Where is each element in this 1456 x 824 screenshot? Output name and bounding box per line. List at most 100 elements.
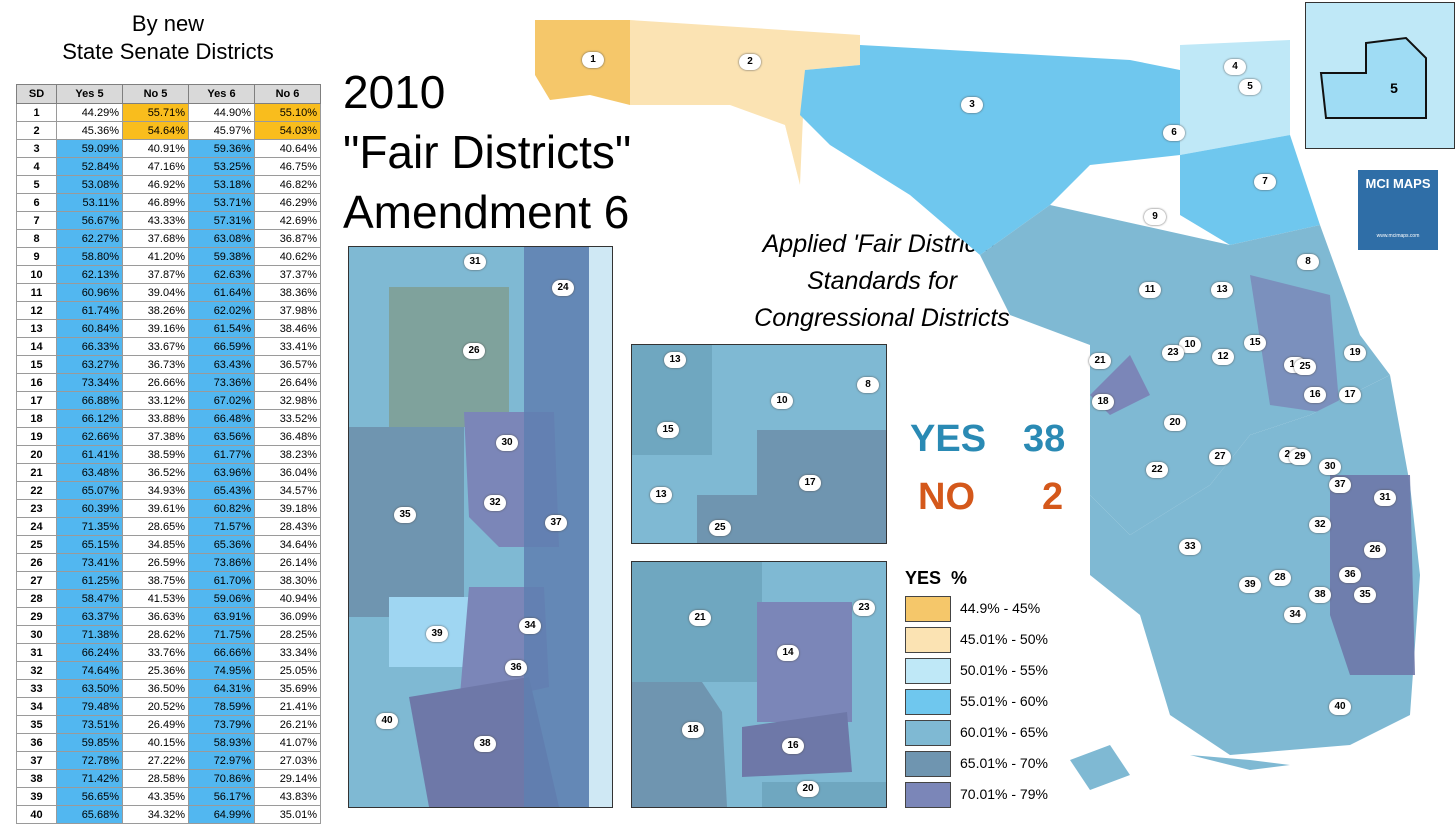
district-label: 8 (1297, 254, 1319, 270)
table-cell: 72.97% (188, 751, 255, 770)
table-cell: 13 (16, 319, 57, 338)
table-cell: 52.84% (56, 157, 123, 176)
table-cell: 28.25% (254, 625, 321, 644)
table-cell: 41.20% (122, 247, 189, 266)
district-label: 13 (1211, 282, 1233, 298)
legend-label: 70.01% - 79% (960, 786, 1048, 802)
table-title: By new State Senate Districts (8, 10, 328, 66)
table-cell: 36 (16, 733, 57, 752)
table-cell: 28.65% (122, 517, 189, 536)
table-row: 19 62.66% 37.38% 63.56% 36.48% (16, 427, 321, 446)
district-label: 5 (1239, 79, 1261, 95)
table-cell: 25.36% (122, 661, 189, 680)
table-cell: 31 (16, 643, 57, 662)
district-label: 30 (1319, 459, 1341, 475)
table-cell: 61.74% (56, 301, 123, 320)
table-cell: 25.05% (254, 661, 321, 680)
table-cell: 39.04% (122, 283, 189, 302)
table-cell: 39.18% (254, 499, 321, 518)
table-cell: 53.18% (188, 175, 255, 194)
table-row: 32 74.64% 25.36% 74.95% 25.05% (16, 661, 321, 680)
table-cell: 61.25% (56, 571, 123, 590)
table-cell: 10 (16, 265, 57, 284)
table-cell: 26.64% (254, 373, 321, 392)
district-label: 4 (1224, 59, 1246, 75)
no-count: 2 (1042, 476, 1064, 518)
table-row: 37 72.78% 27.22% 72.97% 27.03% (16, 751, 321, 770)
table-cell: 2 (16, 121, 57, 140)
table-cell: 36.48% (254, 427, 321, 446)
table-cell: 65.43% (188, 481, 255, 500)
table-cell: 18 (16, 409, 57, 428)
table-cell: 35 (16, 715, 57, 734)
table-cell: 40.15% (122, 733, 189, 752)
table-cell: 41.53% (122, 589, 189, 608)
table-header-row: SD Yes 5 No 5 Yes 6 No 6 (16, 84, 321, 104)
table-cell: 53.08% (56, 175, 123, 194)
district-label: 24 (552, 280, 574, 296)
jax-district-label: 5 (1390, 80, 1398, 96)
table-row: 16 73.34% 26.66% 73.36% 26.64% (16, 373, 321, 392)
table-cell: 57.31% (188, 211, 255, 230)
table-cell: 33.76% (122, 643, 189, 662)
table-cell: 20 (16, 445, 57, 464)
table-row: 9 58.80% 41.20% 59.38% 40.62% (16, 247, 321, 266)
table-cell: 44.90% (188, 103, 255, 122)
table-cell: 70.86% (188, 769, 255, 788)
table-cell: 32 (16, 661, 57, 680)
table-row: 6 53.11% 46.89% 53.71% 46.29% (16, 193, 321, 212)
district-label: 23 (853, 600, 875, 616)
table-cell: 71.38% (56, 625, 123, 644)
district-label: 33 (1179, 539, 1201, 555)
table-cell: 37.38% (122, 427, 189, 446)
table-cell: 35.01% (254, 805, 321, 824)
table-cell: 66.12% (56, 409, 123, 428)
table-cell: 43.83% (254, 787, 321, 806)
table-cell: 33.67% (122, 337, 189, 356)
table-row: 35 73.51% 26.49% 73.79% 26.21% (16, 715, 321, 734)
table-cell: 15 (16, 355, 57, 374)
district-label: 17 (799, 475, 821, 491)
table-cell: 40.91% (122, 139, 189, 158)
table-cell: 33.12% (122, 391, 189, 410)
table-cell: 37 (16, 751, 57, 770)
table-cell: 73.36% (188, 373, 255, 392)
table-cell: 24 (16, 517, 57, 536)
table-cell: 63.56% (188, 427, 255, 446)
table-cell: 37.98% (254, 301, 321, 320)
district-label: 28 (1269, 570, 1291, 586)
table-cell: 38.75% (122, 571, 189, 590)
mci-logo-title: MCI MAPS (1365, 176, 1431, 191)
district-label: 2 (739, 54, 761, 70)
tampa-bay-inset: 21 23 14 18 16 20 (631, 561, 887, 808)
district-label: 36 (505, 660, 527, 676)
legend-swatch (905, 658, 951, 684)
table-header-0: SD (16, 84, 57, 104)
table-cell: 67.02% (188, 391, 255, 410)
table-cell: 26.66% (122, 373, 189, 392)
table-header-2: No 5 (122, 84, 189, 104)
table-cell: 61.77% (188, 445, 255, 464)
table-cell: 1 (16, 103, 57, 122)
tampa-inset-svg (632, 562, 886, 807)
district-label: 29 (1289, 449, 1311, 465)
legend-swatch (905, 596, 951, 622)
table-cell: 56.65% (56, 787, 123, 806)
table-row: 17 66.88% 33.12% 67.02% 32.98% (16, 391, 321, 410)
table-cell: 26.14% (254, 553, 321, 572)
table-cell: 27.22% (122, 751, 189, 770)
table-row: 14 66.33% 33.67% 66.59% 33.41% (16, 337, 321, 356)
main-title: 2010 "Fair Districts" Amendment 6 (343, 62, 631, 242)
table-cell: 39 (16, 787, 57, 806)
table-cell: 60.82% (188, 499, 255, 518)
table-cell: 66.48% (188, 409, 255, 428)
legend-swatch (905, 782, 951, 808)
table-cell: 17 (16, 391, 57, 410)
table-cell: 19 (16, 427, 57, 446)
table-cell: 59.09% (56, 139, 123, 158)
table-cell: 37.68% (122, 229, 189, 248)
table-cell: 60.84% (56, 319, 123, 338)
table-cell: 33.88% (122, 409, 189, 428)
district-label: 12 (1212, 349, 1234, 365)
table-cell: 38.30% (254, 571, 321, 590)
